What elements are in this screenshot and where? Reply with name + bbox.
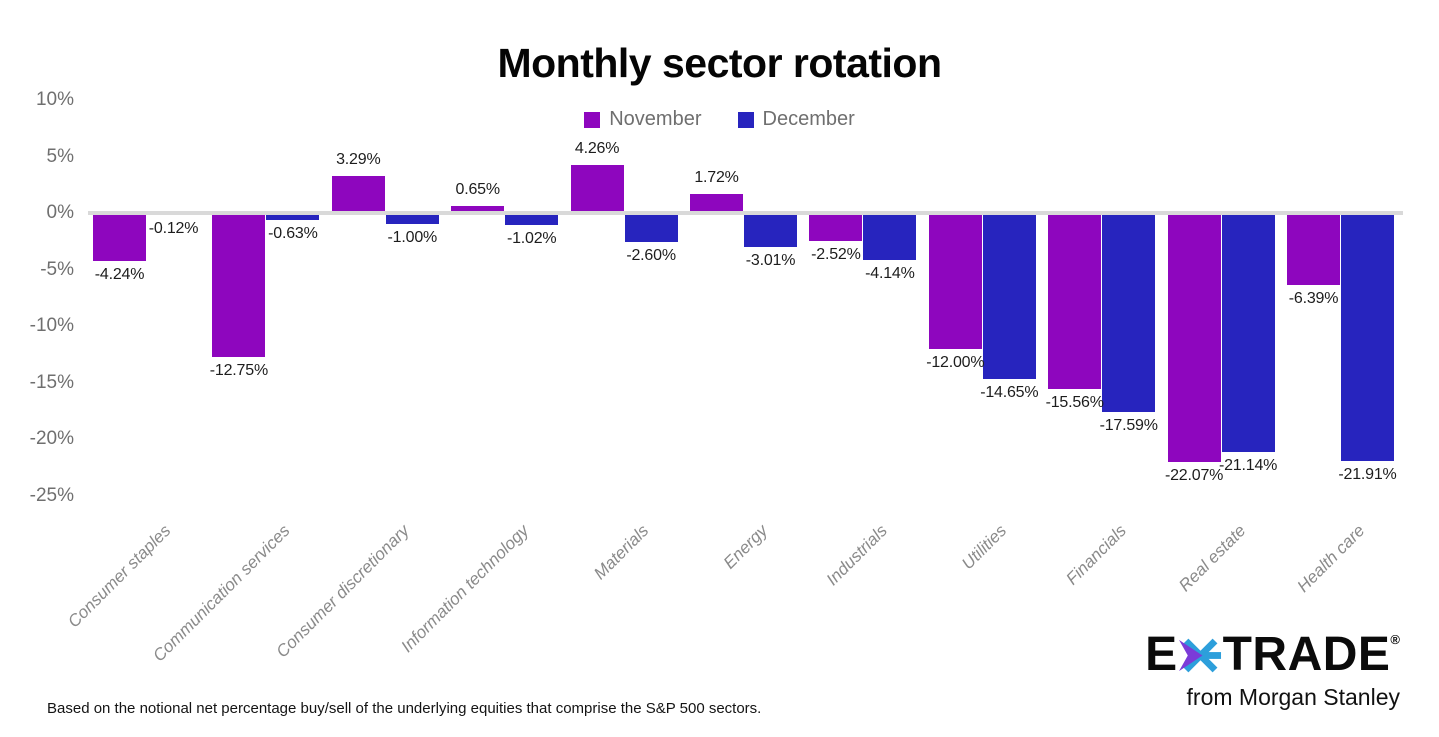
x-axis-category-label: Energy bbox=[719, 521, 772, 573]
bar-november-3 bbox=[451, 205, 505, 213]
bar-value-label: -21.14% bbox=[1218, 456, 1278, 474]
bar-value-label: -1.00% bbox=[387, 229, 438, 247]
x-axis-category-label: Utilities bbox=[958, 521, 1011, 574]
bar-value-label: -22.07% bbox=[1164, 467, 1224, 485]
etrade-letters-trade: TRADE bbox=[1222, 628, 1391, 681]
bar-november-2 bbox=[331, 175, 385, 213]
bar-december-6 bbox=[863, 213, 917, 260]
etrade-logo: E TRADE ® from Morgan Stanley bbox=[1145, 630, 1400, 711]
y-axis-tick-label: -10% bbox=[29, 315, 74, 336]
x-axis-category-label: Consumer staples bbox=[64, 521, 175, 632]
registered-trademark-icon: ® bbox=[1390, 632, 1400, 647]
bar-value-label: -17.59% bbox=[1099, 416, 1158, 434]
bar-november-4 bbox=[570, 164, 624, 213]
x-axis-category-label: Communication services bbox=[149, 521, 294, 666]
bar-value-label: -3.01% bbox=[745, 252, 796, 269]
bar-value-label: 3.29% bbox=[336, 150, 381, 168]
bar-value-label: -0.12% bbox=[148, 219, 199, 237]
chart-title: Monthly sector rotation bbox=[497, 40, 942, 86]
bar-december-8 bbox=[1102, 213, 1156, 412]
bar-november-10 bbox=[1287, 213, 1340, 286]
x-axis-category-label: Real estate bbox=[1174, 521, 1250, 596]
y-axis-tick-label: 5% bbox=[46, 145, 74, 167]
bar-december-7 bbox=[982, 213, 1036, 379]
etrade-wordmark: E TRADE ® bbox=[1145, 630, 1400, 680]
bar-value-label: 1.72% bbox=[694, 168, 739, 186]
bar-december-4 bbox=[624, 213, 678, 243]
legend-item-november: November bbox=[584, 108, 702, 131]
x-axis-category-label: Health care bbox=[1293, 521, 1369, 596]
november-swatch-icon bbox=[584, 111, 601, 128]
y-axis-tick-label: -25% bbox=[29, 484, 74, 506]
bar-value-label: -15.56% bbox=[1045, 393, 1104, 411]
y-axis-tick-label: -20% bbox=[29, 428, 74, 449]
y-axis-tick-label: 10% bbox=[35, 89, 74, 110]
bar-value-label: -12.00% bbox=[926, 353, 985, 371]
bar-december-5 bbox=[744, 213, 797, 247]
bar-december-10 bbox=[1341, 213, 1394, 461]
x-axis-category-label: Materials bbox=[589, 521, 653, 584]
bar-value-label: -12.75% bbox=[209, 362, 268, 380]
y-axis-tick-label: 0% bbox=[46, 202, 74, 223]
bar-value-label: 4.26% bbox=[574, 139, 620, 157]
bar-value-label: -4.24% bbox=[94, 265, 145, 283]
y-axis-tick-label: -5% bbox=[40, 258, 74, 280]
bar-value-label: -14.65% bbox=[980, 383, 1039, 401]
bar-december-9 bbox=[1221, 213, 1275, 452]
bar-value-label: -6.39% bbox=[1288, 290, 1339, 308]
bar-value-label: -4.14% bbox=[865, 264, 915, 282]
x-axis-category-label: Information technology bbox=[397, 521, 533, 657]
december-swatch-icon bbox=[737, 111, 754, 128]
x-axis-category-label: Consumer discretionary bbox=[272, 521, 414, 662]
y-axis-tick-label: -15% bbox=[29, 371, 74, 393]
bar-november-7 bbox=[928, 213, 982, 349]
bar-value-label: -1.02% bbox=[506, 229, 557, 247]
zero-axis-line bbox=[88, 211, 1403, 215]
bar-november-8 bbox=[1048, 213, 1102, 389]
etrade-star-icon bbox=[1178, 638, 1221, 672]
etrade-letter-e: E bbox=[1145, 628, 1178, 681]
bar-december-2 bbox=[385, 213, 439, 225]
bar-value-label: -21.91% bbox=[1338, 465, 1397, 483]
bar-value-label: -2.60% bbox=[626, 247, 676, 265]
bar-november-5 bbox=[690, 193, 743, 213]
bar-december-1 bbox=[266, 213, 320, 221]
chart-legend: November December bbox=[0, 108, 1439, 131]
bar-december-3 bbox=[505, 213, 559, 225]
bar-november-1 bbox=[212, 213, 266, 358]
legend-item-december: December bbox=[737, 108, 855, 131]
etrade-tagline: from Morgan Stanley bbox=[1186, 684, 1400, 710]
x-axis-category-label: Industrials bbox=[822, 521, 891, 590]
bar-value-label: 0.65% bbox=[455, 180, 501, 198]
legend-label-december: December bbox=[762, 108, 855, 130]
bar-november-0 bbox=[93, 213, 146, 261]
bar-value-label: -0.63% bbox=[268, 225, 318, 243]
bar-value-label: -2.52% bbox=[811, 246, 861, 264]
x-axis-category-label: Financials bbox=[1062, 521, 1130, 589]
bar-november-9 bbox=[1167, 213, 1221, 463]
chart-footnote: Based on the notional net percentage buy… bbox=[47, 700, 762, 717]
bar-november-6 bbox=[809, 213, 863, 242]
legend-label-november: November bbox=[609, 108, 702, 130]
